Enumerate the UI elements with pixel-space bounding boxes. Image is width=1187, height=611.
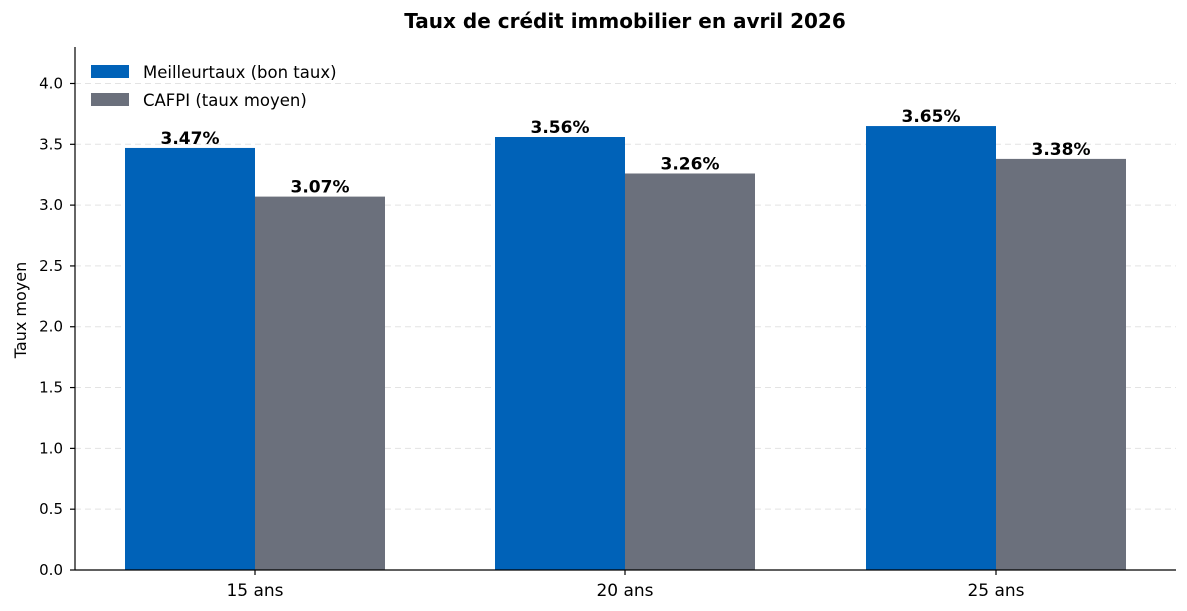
axes: 0.0 0.5 1.0 1.5 2.0 2.5 3.0 3.5 4.0 15 ans 20 ans 2… — [39, 47, 1176, 601]
y-tick-label: 2.0 — [39, 318, 63, 336]
y-tick-label: 0.5 — [39, 500, 63, 518]
data-labels: 3.47% 3.07% 3.56% 3.26% 3.65% 3.38% — [161, 107, 1091, 198]
legend: Meilleurtaux (bon taux) CAFPI (taux moyen… — [91, 63, 337, 110]
bars — [125, 126, 1126, 571]
y-tick-label: 0.0 — [39, 561, 63, 579]
x-category-label: 20 ans — [596, 581, 653, 601]
bar-cafpi-0 — [255, 196, 385, 570]
chart-title: Taux de crédit immobilier en avril 2026 — [404, 9, 846, 33]
bar-cafpi-2 — [996, 158, 1126, 570]
bar-value-label: 3.65% — [902, 107, 961, 127]
legend-swatch — [91, 65, 129, 78]
bar-value-label: 3.56% — [531, 118, 590, 138]
bar-meilleurtaux-2 — [866, 126, 996, 570]
y-tick-label: 4.0 — [39, 74, 63, 92]
y-tick-label: 1.5 — [39, 379, 63, 397]
bar-meilleurtaux-1 — [495, 137, 625, 571]
bar-value-label: 3.47% — [161, 129, 220, 149]
legend-label: CAFPI (taux moyen) — [143, 91, 307, 110]
y-axis-label: Taux moyen — [11, 262, 30, 359]
legend-swatch — [91, 93, 129, 106]
x-category-label: 25 ans — [967, 581, 1024, 601]
y-tick-label: 2.5 — [39, 257, 63, 275]
legend-label: Meilleurtaux (bon taux) — [143, 63, 337, 82]
bar-value-label: 3.07% — [291, 178, 350, 198]
y-tick-label: 3.0 — [39, 196, 63, 214]
bar-cafpi-1 — [625, 173, 755, 570]
bar-value-label: 3.38% — [1032, 140, 1091, 160]
y-tick-label: 1.0 — [39, 439, 63, 457]
bar-value-label: 3.26% — [661, 154, 720, 174]
x-category-label: 15 ans — [226, 581, 283, 601]
bar-meilleurtaux-0 — [125, 147, 255, 570]
y-tick-label: 3.5 — [39, 135, 63, 153]
